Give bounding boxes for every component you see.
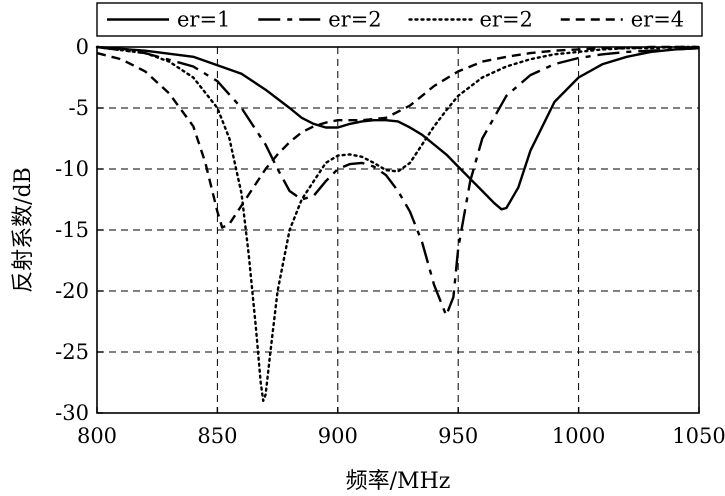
y-tick-label: 0	[76, 35, 89, 59]
series-layer	[95, 45, 701, 402]
legend: er=1 er=2 er=2 er=4	[96, 2, 703, 37]
series-line-1	[96, 45, 700, 211]
y-tick-label: -10	[55, 157, 89, 181]
x-tick-label: 800	[77, 424, 117, 448]
series-line-2	[96, 45, 700, 317]
x-tick-label: 950	[438, 424, 478, 448]
y-tick-label: -5	[69, 96, 89, 120]
x-tick-label: 900	[318, 424, 358, 448]
legend-label-4: er=4	[631, 8, 684, 32]
y-tick-label: -20	[55, 279, 89, 303]
y-tick-label: -15	[55, 218, 89, 242]
ticks: 800 850 900 950 1000 1050 0 -5 -10 -15 -20 -25 -30	[55, 35, 725, 448]
x-tick-label: 850	[197, 424, 237, 448]
x-tick-label: 1000	[552, 424, 605, 448]
y-tick-label: -25	[55, 340, 89, 364]
y-axis-title: 反射系数/dB	[11, 167, 36, 293]
legend-label-3: er=2	[480, 8, 533, 32]
y-tick-label: -30	[55, 401, 89, 425]
series-line-4	[96, 45, 699, 229]
legend-label-2: er=2	[328, 8, 381, 32]
grid	[97, 47, 699, 413]
series-line-3	[95, 45, 701, 402]
x-tick-label: 1050	[672, 424, 725, 448]
legend-label-1: er=1	[177, 8, 230, 32]
x-axis-title: 频率/MHz	[346, 469, 451, 494]
legend-box	[96, 2, 703, 37]
